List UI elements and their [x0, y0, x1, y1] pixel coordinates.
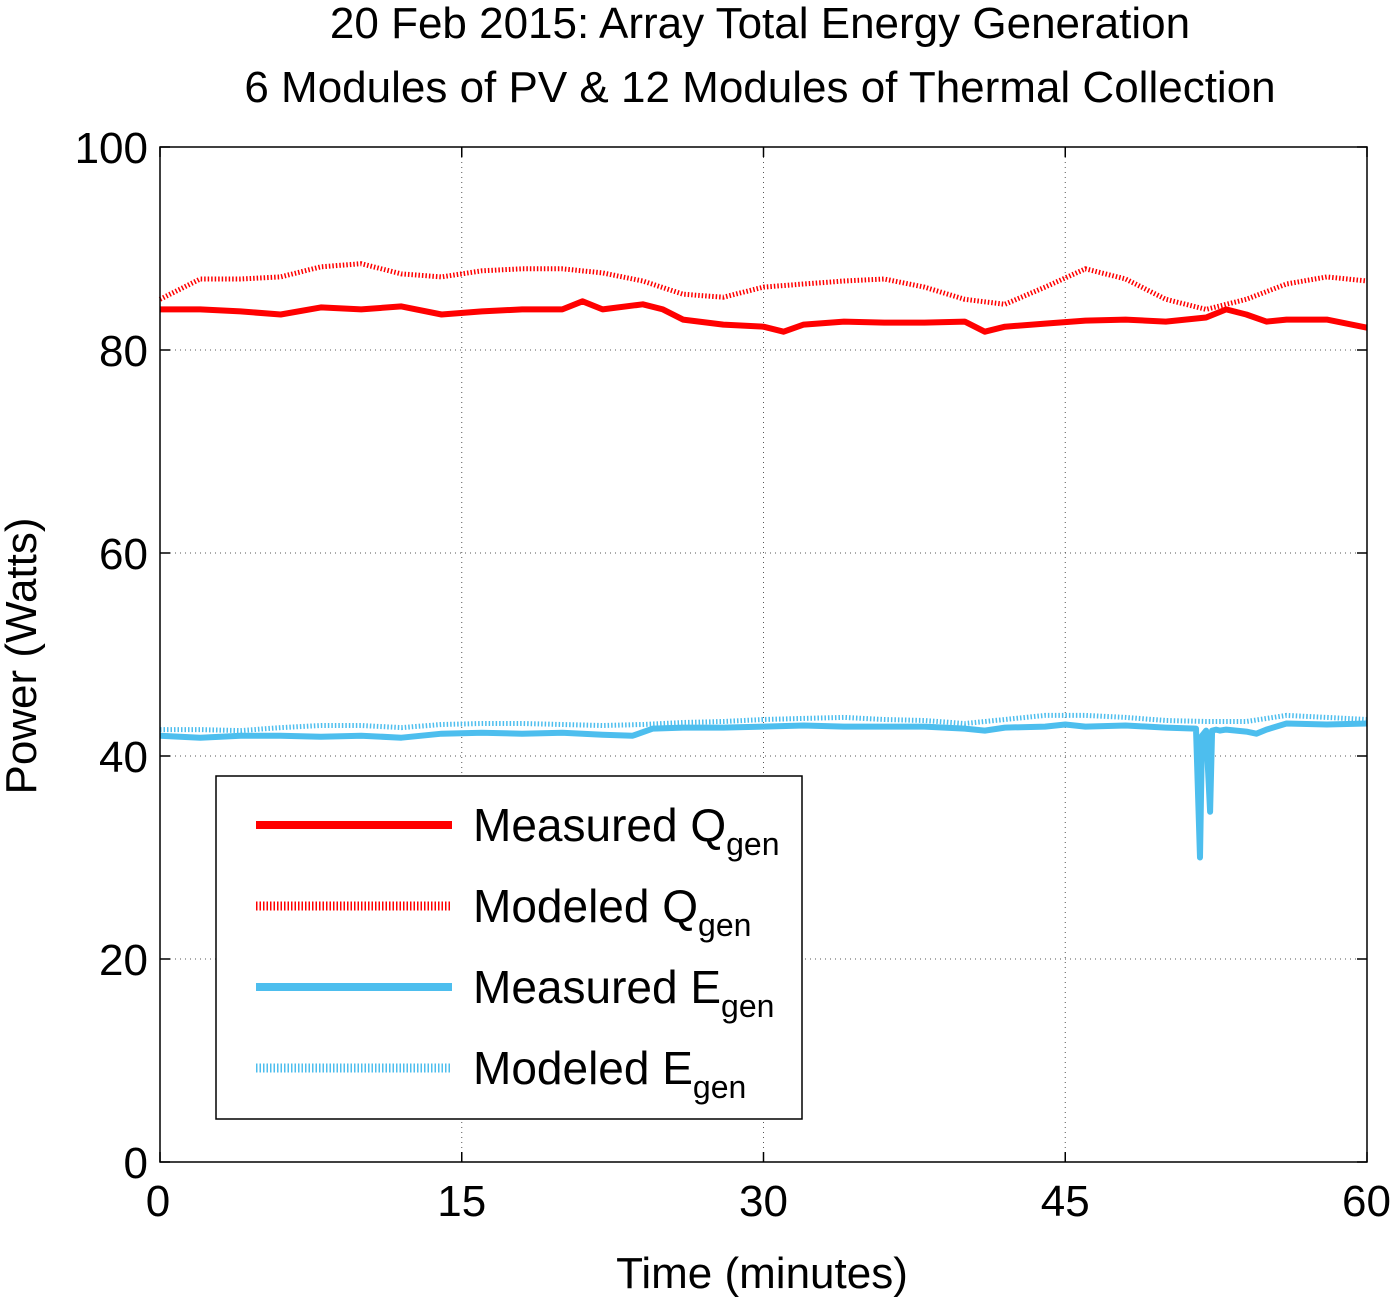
plot-series	[158, 261, 1368, 861]
chart-title: 20 Feb 2015: Array Total Energy Generati…	[330, 0, 1190, 48]
y-tick-label: 80	[99, 327, 148, 376]
series-line-measured-e-gen	[159, 720, 1368, 861]
chart-subtitle: 6 Modules of PV & 12 Modules of Thermal …	[244, 63, 1275, 112]
legend-box	[215, 775, 803, 1120]
y-tick-label: 100	[75, 124, 148, 173]
x-axis-label: Time (minutes)	[616, 1249, 908, 1298]
x-tick-label: 15	[437, 1177, 486, 1226]
axis-ticks: 0 20 40 60 80 100 0 15 30 45 60	[75, 124, 1391, 1226]
x-tick-label: 30	[739, 1177, 788, 1226]
y-tick-label: 0	[124, 1139, 148, 1188]
legend-label-subscript: gen	[693, 1069, 746, 1105]
y-axis-label: Power (Watts)	[0, 517, 46, 794]
legend-label-subscript: gen	[726, 826, 779, 862]
x-tick-label: 60	[1342, 1177, 1391, 1226]
legend-label-subscript: gen	[698, 907, 751, 943]
x-tick-label: 0	[146, 1177, 170, 1226]
series-line-measured-q-gen	[160, 298, 1368, 335]
series-line-modeled-q-gen	[158, 261, 1368, 312]
y-tick-label: 60	[99, 530, 148, 579]
y-tick-label: 20	[99, 936, 148, 985]
legend-label-subscript: gen	[721, 988, 774, 1024]
y-tick-label: 40	[99, 733, 148, 782]
x-tick-label: 45	[1041, 1177, 1090, 1226]
